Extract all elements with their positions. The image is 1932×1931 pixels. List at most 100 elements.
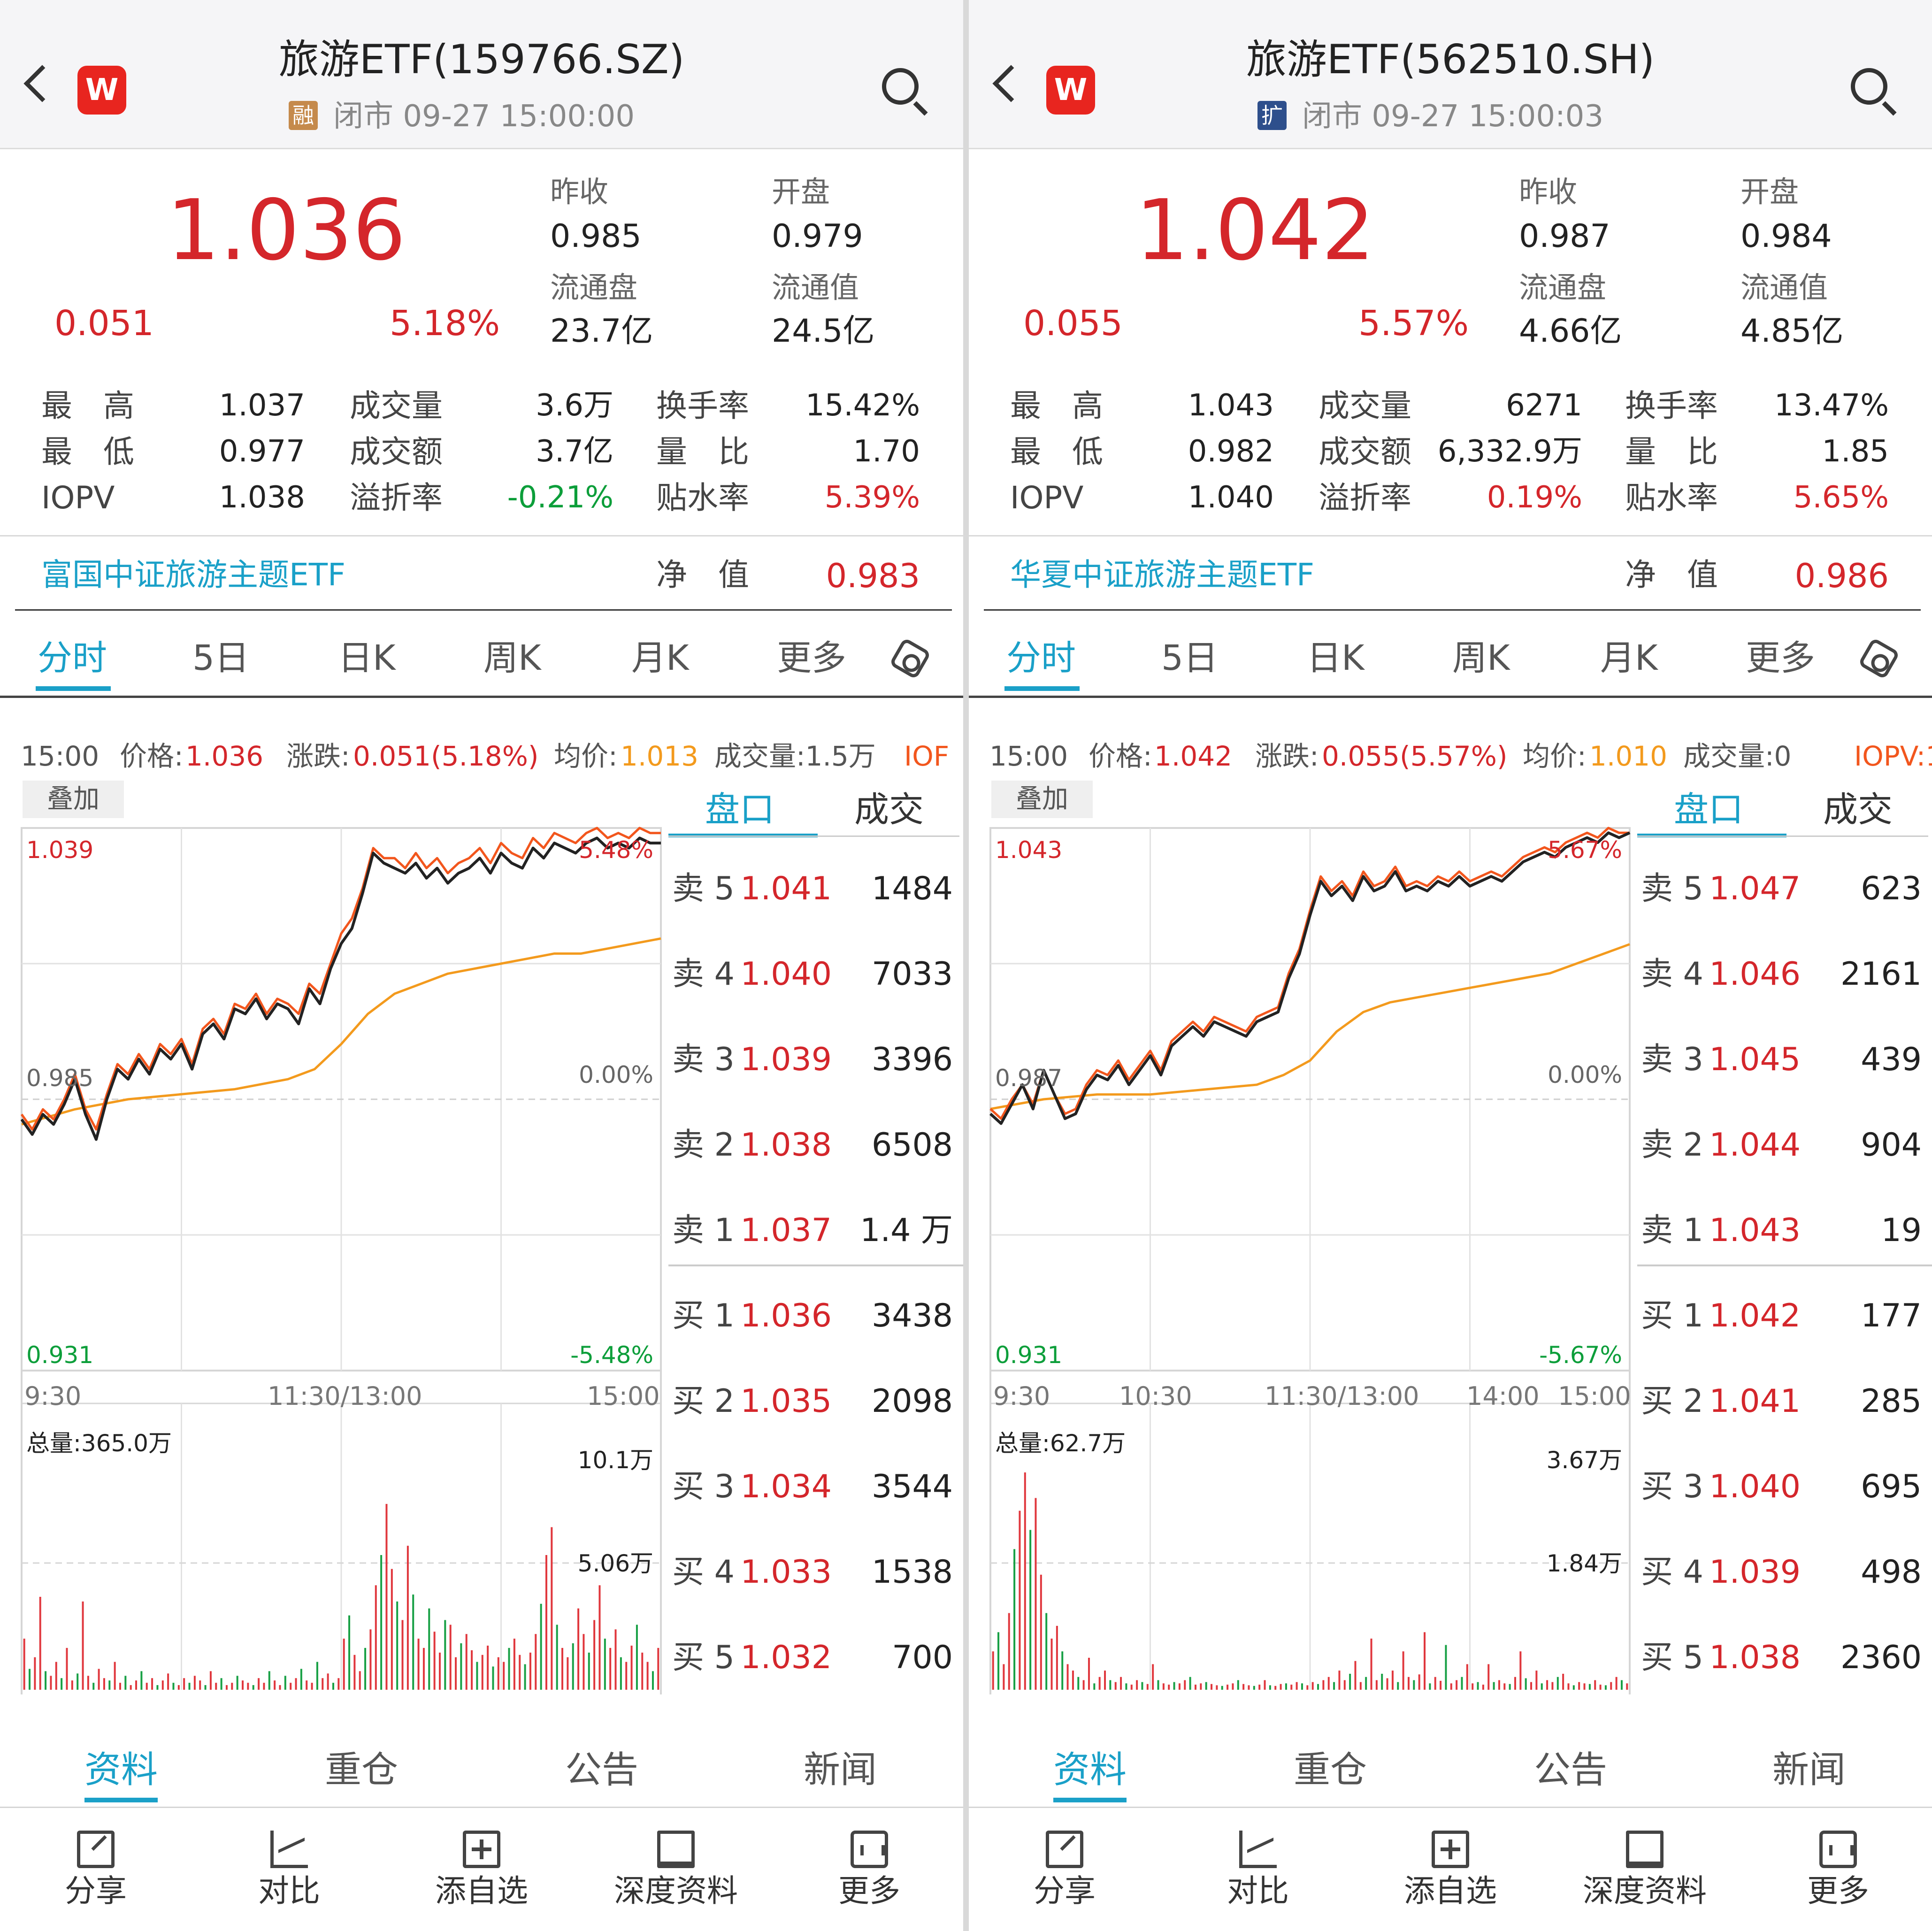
orderbook-level-label: 卖 2 [672, 1126, 735, 1164]
last-price: 1.042 [1135, 182, 1375, 279]
search-icon[interactable] [1851, 68, 1887, 105]
orderbook-level-label: 买 3 [672, 1468, 735, 1505]
intraday-chart[interactable] [989, 779, 1633, 1694]
action-2-label[interactable]: 添自选 [1404, 1873, 1497, 1909]
orderbook-row-asks-1: 卖 4 1.040 7033 [662, 958, 953, 1005]
orderbook-qty: 7033 [871, 956, 953, 993]
action-1-label[interactable]: 对比 [258, 1873, 320, 1909]
orderbook-row-bids-0: 买 1 1.036 3438 [662, 1300, 953, 1347]
action-0-label[interactable]: 分享 [1034, 1873, 1096, 1909]
orderbook-row-bids-2: 买 3 1.040 695 [1631, 1471, 1922, 1518]
intraday-chart[interactable] [21, 779, 664, 1694]
stat-value-volume: 3.6万 [536, 388, 613, 423]
period-tab-4[interactable]: 月K [631, 638, 689, 678]
stat-label-discount: 贴水率 [656, 480, 749, 516]
orderbook-qty: 3544 [871, 1468, 953, 1505]
info-tab-3[interactable]: 新闻 [804, 1749, 877, 1791]
orderbook-tab-trades[interactable]: 成交 [1823, 789, 1893, 830]
orderbook-tab-trades[interactable]: 成交 [854, 789, 924, 830]
orderbook-qty: 285 [1861, 1383, 1922, 1420]
fund-name-link[interactable]: 富国中证旅游主题ETF [41, 557, 345, 593]
search-icon[interactable] [882, 68, 919, 105]
orderbook-tab-quotes[interactable]: 盘口 [705, 789, 774, 830]
orderbook-level-label: 买 4 [672, 1554, 735, 1591]
period-tab-4[interactable]: 月K [1600, 638, 1658, 678]
w-logo-icon[interactable]: W [77, 66, 126, 115]
orderbook-qty: 1484 [871, 870, 953, 907]
period-tab-1[interactable]: 5日 [192, 638, 250, 678]
action-3-label[interactable]: 深度资料 [614, 1873, 738, 1909]
stat-value-discount: 5.65% [1793, 480, 1889, 515]
orderbook-qty: 177 [1861, 1297, 1922, 1334]
orderbook-row-asks-3: 卖 2 1.038 6508 [662, 1129, 953, 1176]
period-tab-2[interactable]: 日K [338, 638, 396, 678]
period-tab-3[interactable]: 周K [483, 638, 541, 678]
share-icon[interactable] [1046, 1831, 1083, 1868]
chart-icon[interactable] [1239, 1831, 1277, 1868]
orderbook-row-asks-3: 卖 2 1.044 904 [1631, 1129, 1922, 1176]
period-tab-5[interactable]: 更多 [777, 638, 846, 678]
info-tab-0[interactable]: 资料 [1053, 1749, 1127, 1791]
orderbook-row-asks-2: 卖 3 1.039 3396 [662, 1044, 953, 1091]
overlay-button[interactable]: 叠加 [23, 781, 124, 818]
orderbook-row-asks-4: 卖 1 1.043 19 [1631, 1215, 1922, 1262]
info-avg-label: 均价: [554, 740, 618, 772]
nav-value: 0.983 [826, 557, 920, 595]
period-tab-0[interactable]: 分时 [38, 638, 107, 678]
orderbook-qty: 3396 [871, 1041, 953, 1078]
orderbook-level-label: 卖 5 [672, 870, 735, 907]
volume-max-label: 3.67万 [1546, 1447, 1622, 1474]
chart-icon[interactable] [270, 1831, 308, 1868]
more-icon[interactable] [851, 1831, 888, 1868]
period-tab-0[interactable]: 分时 [1006, 638, 1076, 678]
stat-value-high: 1.037 [219, 388, 305, 423]
action-1-label[interactable]: 对比 [1227, 1873, 1289, 1909]
orderbook-level-label: 卖 5 [1641, 870, 1703, 907]
info-tab-1[interactable]: 重仓 [1294, 1749, 1367, 1791]
orderbook-tab-quotes[interactable]: 盘口 [1674, 789, 1743, 830]
stat-label-turnover: 换手率 [1625, 388, 1718, 424]
orderbook-row-bids-4: 买 5 1.032 700 [662, 1642, 953, 1689]
orderbook-price: 1.041 [1709, 1383, 1801, 1420]
orderbook-tab-underline [668, 835, 959, 837]
period-tab-5[interactable]: 更多 [1746, 638, 1815, 678]
info-tab-3[interactable]: 新闻 [1772, 1749, 1846, 1791]
action-4-label[interactable]: 更多 [1807, 1873, 1869, 1909]
y-min-label: 0.931 [995, 1341, 1063, 1369]
overlay-button[interactable]: 叠加 [991, 781, 1093, 818]
info-tab-2[interactable]: 公告 [1534, 1749, 1608, 1791]
more-icon[interactable] [1819, 1831, 1857, 1868]
info-tab-2[interactable]: 公告 [565, 1749, 639, 1791]
action-0-label[interactable]: 分享 [65, 1873, 127, 1909]
add-watchlist-icon[interactable] [1432, 1831, 1469, 1868]
orderbook-row-bids-4: 买 5 1.038 2360 [1631, 1642, 1922, 1689]
book-icon[interactable] [1626, 1831, 1664, 1868]
period-tab-2[interactable]: 日K [1307, 638, 1365, 678]
float-value-value: 4.85亿 [1740, 313, 1844, 350]
share-icon[interactable] [77, 1831, 115, 1868]
book-icon[interactable] [657, 1831, 695, 1868]
time-axis-label-0: 9:30 [993, 1381, 1050, 1411]
info-price-label: 价格: [1089, 740, 1152, 772]
action-4-label[interactable]: 更多 [838, 1873, 900, 1909]
stat-value-premium: -0.21% [507, 480, 613, 515]
period-tab-3[interactable]: 周K [1452, 638, 1510, 678]
add-watchlist-icon[interactable] [463, 1831, 500, 1868]
period-tab-1[interactable]: 5日 [1161, 638, 1219, 678]
info-tab-0[interactable]: 资料 [84, 1749, 158, 1791]
info-tab-1[interactable]: 重仓 [325, 1749, 399, 1791]
action-3-label[interactable]: 深度资料 [1583, 1873, 1707, 1909]
stat-label-vol_ratio: 量 比 [656, 434, 749, 470]
margin-badge: 融 [289, 101, 318, 130]
fund-name-link[interactable]: 华夏中证旅游主题ETF [1010, 557, 1314, 593]
settings-icon[interactable] [1857, 637, 1901, 680]
settings-icon[interactable] [889, 637, 932, 680]
w-logo-icon[interactable]: W [1046, 66, 1095, 115]
action-2-label[interactable]: 添自选 [435, 1873, 528, 1909]
stat-label-amount: 成交额 [350, 434, 443, 470]
stat-label-amount: 成交额 [1319, 434, 1411, 470]
page-title: 旅游ETF(562510.SH) [1246, 36, 1655, 83]
time-axis-label-1: 11:30/13:00 [268, 1381, 422, 1411]
pct-mid-label: 0.00% [579, 1061, 653, 1088]
stat-value-amount: 6,332.9万 [1437, 434, 1582, 469]
